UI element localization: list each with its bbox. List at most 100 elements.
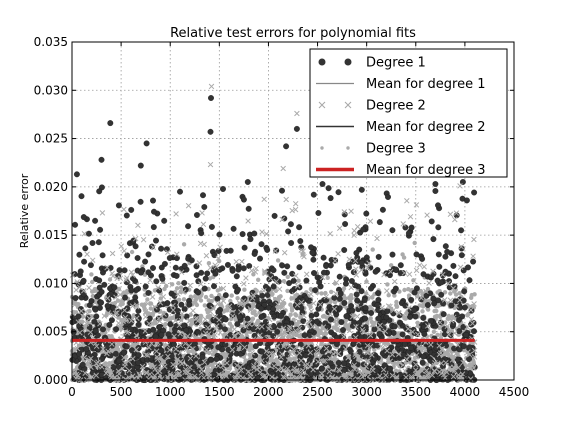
degree-2-point bbox=[133, 346, 140, 353]
degree-2-point bbox=[161, 322, 168, 329]
degree-2-point bbox=[281, 249, 288, 256]
degree-2-point bbox=[236, 345, 242, 352]
degree-2-point bbox=[187, 355, 194, 362]
degree-2-point bbox=[365, 369, 372, 376]
degree-3-point bbox=[411, 278, 416, 283]
degree-1-point bbox=[454, 356, 461, 363]
degree-2-point bbox=[380, 366, 387, 373]
degree-2-point bbox=[205, 325, 211, 331]
degree-2-point bbox=[341, 333, 347, 340]
degree-1-point bbox=[357, 300, 364, 307]
degree-3-point bbox=[202, 303, 207, 308]
degree-3-point bbox=[203, 294, 209, 300]
degree-2-point bbox=[402, 314, 408, 321]
degree-1-point bbox=[435, 224, 442, 231]
degree-2-point bbox=[246, 321, 253, 328]
degree-3-point bbox=[189, 348, 195, 354]
degree-2-point bbox=[469, 320, 476, 327]
degree-2-point bbox=[271, 363, 277, 369]
degree-2-point bbox=[122, 363, 128, 369]
degree-1-point bbox=[160, 368, 167, 375]
degree-3-point bbox=[81, 343, 86, 348]
degree-1-point bbox=[150, 224, 157, 231]
degree-1-point bbox=[107, 352, 114, 359]
degree-2-point bbox=[204, 366, 211, 372]
degree-1-point bbox=[270, 306, 277, 312]
degree-1-point bbox=[142, 329, 148, 336]
degree-1-point bbox=[411, 289, 418, 296]
degree-1-point bbox=[188, 257, 195, 264]
degree-2-point bbox=[215, 255, 222, 262]
degree-1-point bbox=[84, 331, 91, 338]
degree-2-point bbox=[259, 357, 265, 364]
degree-2-point bbox=[333, 279, 340, 286]
degree-1-point bbox=[356, 348, 363, 355]
degree-3-point bbox=[443, 320, 448, 325]
degree-2-point bbox=[143, 369, 149, 376]
degree-2-point bbox=[467, 376, 474, 382]
degree-1-point bbox=[271, 313, 277, 320]
degree-2-point bbox=[265, 360, 271, 367]
degree-2-point bbox=[89, 257, 96, 263]
degree-3-point bbox=[294, 313, 299, 318]
degree-1-point bbox=[308, 349, 315, 356]
degree-2-point bbox=[134, 304, 140, 310]
degree-1-point bbox=[241, 244, 248, 251]
degree-2-point bbox=[364, 358, 370, 364]
degree-1-point bbox=[411, 307, 418, 314]
degree-2-point bbox=[449, 357, 456, 363]
degree-1-point bbox=[258, 313, 265, 320]
degree-1-point bbox=[100, 326, 106, 333]
degree-1-point bbox=[374, 302, 381, 309]
degree-1-point bbox=[121, 308, 128, 315]
degree-1-point bbox=[318, 365, 325, 372]
degree-1-point bbox=[461, 288, 468, 295]
degree-2-point bbox=[186, 342, 192, 349]
degree-1-point bbox=[72, 295, 79, 301]
degree-1-point bbox=[387, 365, 394, 372]
degree-2-point bbox=[286, 357, 292, 364]
degree-1-point bbox=[215, 309, 222, 316]
degree-2-point bbox=[436, 369, 443, 375]
degree-1-point bbox=[167, 321, 174, 328]
degree-1-point bbox=[220, 186, 226, 192]
degree-1-point bbox=[236, 313, 243, 320]
degree-2-point bbox=[221, 367, 228, 373]
degree-3-point bbox=[364, 291, 369, 296]
degree-1-point bbox=[333, 341, 340, 348]
degree-1-point bbox=[430, 236, 437, 243]
degree-2-point bbox=[294, 283, 301, 289]
degree-2-point bbox=[387, 358, 394, 364]
degree-2-point bbox=[391, 278, 398, 285]
degree-1-point bbox=[421, 324, 427, 330]
degree-2-point bbox=[470, 253, 476, 259]
degree-2-point bbox=[97, 321, 103, 327]
degree-2-point bbox=[292, 200, 299, 207]
degree-2-point bbox=[370, 367, 376, 374]
degree-2-point bbox=[240, 298, 247, 304]
degree-1-point bbox=[450, 262, 457, 269]
degree-1-point bbox=[112, 350, 119, 357]
degree-3-point bbox=[442, 290, 448, 295]
degree-2-point bbox=[304, 321, 310, 327]
degree-2-point bbox=[161, 311, 167, 317]
degree-1-point bbox=[200, 192, 206, 199]
degree-2-point bbox=[232, 332, 238, 339]
degree-1-point bbox=[115, 357, 122, 364]
degree-3-point bbox=[469, 292, 474, 298]
degree-2-point bbox=[468, 307, 474, 313]
degree-2-point bbox=[287, 330, 293, 336]
degree-2-point bbox=[273, 278, 280, 285]
degree-2-point bbox=[290, 295, 296, 302]
degree-2-point bbox=[164, 342, 171, 348]
degree-1-point bbox=[240, 327, 247, 334]
degree-1-point bbox=[382, 348, 389, 355]
degree-1-point bbox=[95, 239, 102, 246]
degree-2-point bbox=[276, 286, 283, 292]
degree-3-point bbox=[279, 332, 284, 337]
degree-2-point bbox=[296, 325, 303, 331]
degree-1-point bbox=[448, 302, 455, 309]
degree-3-point bbox=[285, 274, 290, 280]
degree-1-point bbox=[252, 343, 259, 350]
degree-2-point bbox=[121, 307, 128, 314]
